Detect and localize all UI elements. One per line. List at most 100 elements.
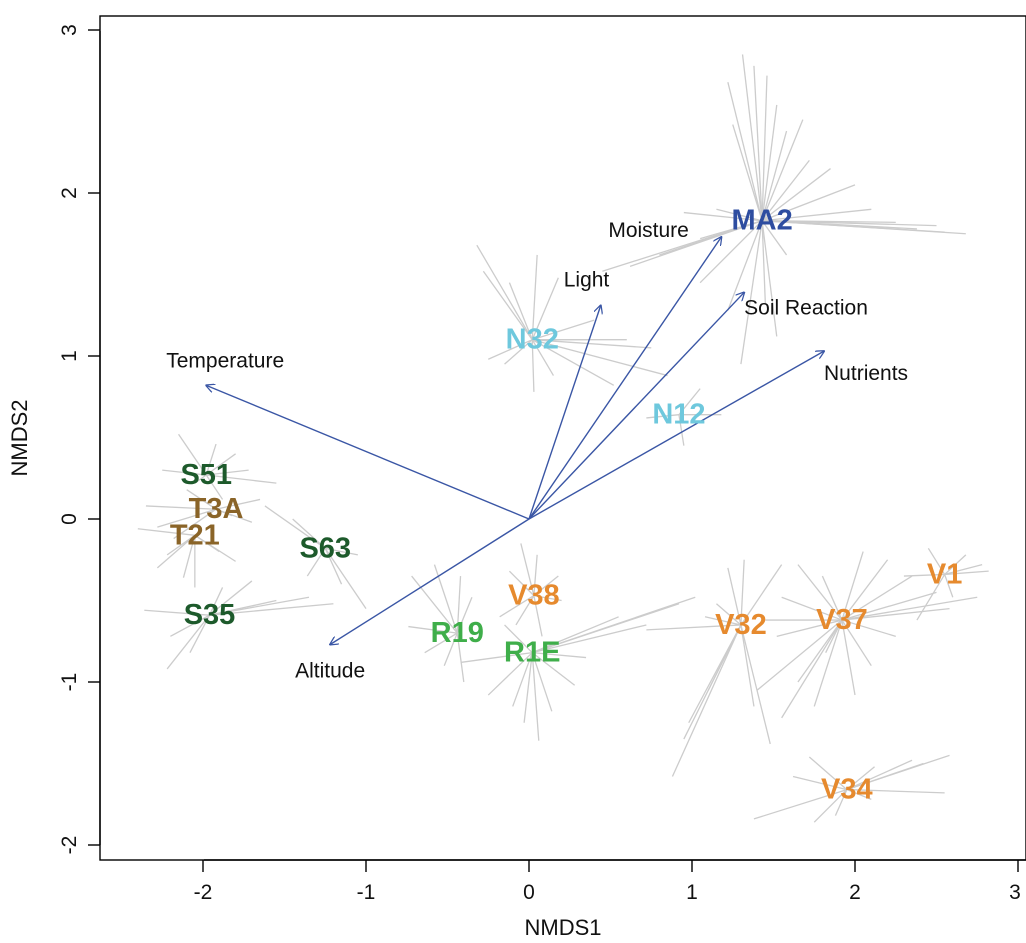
spider-line-s51: [206, 474, 277, 484]
spider-line-v37: [841, 608, 950, 621]
spider-line-s51: [178, 433, 207, 476]
spider-line-v37: [841, 596, 978, 621]
spider-line-n12: [678, 388, 701, 416]
spider-line-v32: [740, 559, 745, 625]
x-tick-label: 0: [523, 881, 535, 904]
vector-arrow-light: [528, 305, 601, 520]
spider-line-t3a: [215, 498, 261, 510]
y-tick-label: 3: [58, 24, 81, 36]
site-label-ma2: MA2: [731, 205, 792, 237]
vector-label-light: Light: [564, 268, 610, 291]
spider-line-v34: [846, 754, 950, 791]
spider-line-s35: [170, 614, 210, 637]
spider-line-s51: [205, 474, 224, 500]
spider-line-ma2: [716, 208, 763, 222]
y-tick-label: -2: [58, 836, 81, 855]
site-label-n32: N32: [506, 324, 559, 356]
spider-line-v37: [841, 619, 872, 667]
spider-line-n32: [532, 339, 668, 377]
vector-arrow-nutrients: [528, 351, 824, 520]
spider-line-t3a: [186, 489, 217, 510]
spider-line-s35: [144, 609, 210, 616]
site-spider-lines: [137, 54, 989, 823]
spider-line-r19: [424, 632, 458, 654]
spider-line-ma2: [762, 220, 937, 227]
spider-line-s35: [209, 603, 334, 616]
spider-line-v32: [646, 624, 741, 631]
spider-line-n32: [504, 339, 533, 365]
vector-arrow-soil-reaction: [528, 292, 744, 520]
vector-label-altitude: Altitude: [295, 660, 365, 683]
spider-line-t21: [194, 534, 220, 553]
spider-line-t21: [166, 534, 196, 556]
x-tick-label: -2: [194, 881, 213, 904]
spider-line-ma2: [761, 75, 768, 221]
spider-line-s63: [292, 518, 326, 549]
x-axis-ticks: -2 -1 0 1 2 3: [194, 860, 1021, 904]
vector-arrow-moisture: [528, 237, 721, 520]
spider-line-v1: [944, 574, 954, 598]
spider-line-v34: [846, 759, 913, 791]
spider-line-ma2: [761, 220, 788, 256]
spider-line-v38: [533, 594, 562, 602]
spider-line-ma2: [727, 82, 763, 221]
plot-frame: [99, 15, 1026, 861]
spider-line-r1e: [487, 652, 533, 696]
spider-line-ma2: [602, 220, 763, 272]
spider-line-r19: [456, 633, 465, 683]
site-label-s35: S35: [184, 599, 236, 631]
spider-line-v1: [903, 573, 945, 577]
spider-line-ma2: [761, 159, 810, 222]
vector-label-soil-reaction: Soil Reaction: [744, 296, 868, 319]
spider-line-r1e: [532, 652, 587, 659]
spider-line-r1e: [523, 652, 533, 723]
spider-line-v32: [740, 624, 771, 745]
spider-line-v37: [797, 564, 843, 621]
spider-line-n32: [532, 339, 652, 349]
spider-line-ma2: [740, 220, 763, 365]
spider-line-v32: [716, 603, 742, 626]
spider-line-s51: [205, 453, 236, 476]
spider-line-v37: [841, 575, 913, 621]
spider-line-r1e: [532, 596, 696, 654]
site-label-s51: S51: [180, 459, 232, 491]
site-label-v32: V32: [715, 609, 767, 641]
spider-line-s51: [162, 469, 207, 476]
spider-line-v37: [825, 619, 843, 653]
spider-line-n32: [487, 339, 533, 360]
site-label-v34: V34: [821, 774, 873, 806]
spider-line-v37: [841, 619, 896, 637]
spider-line-v34: [792, 775, 848, 791]
spider-line-ma2: [699, 220, 763, 240]
spider-line-r1e: [531, 652, 540, 741]
spider-line-v1: [944, 554, 967, 575]
vector-arrow-altitude: [330, 518, 530, 645]
spider-line-ma2: [761, 220, 778, 337]
spider-line-ma2: [761, 220, 766, 304]
spider-line-v37: [841, 551, 864, 621]
spider-line-r1e: [531, 652, 576, 686]
spider-line-ma2: [762, 208, 872, 222]
spider-line-s51: [194, 474, 207, 484]
y-tick-label: 1: [58, 350, 81, 362]
spider-line-n32: [531, 339, 615, 386]
x-tick-label: 2: [849, 881, 861, 904]
spider-line-n32: [531, 277, 559, 340]
spider-line-t21: [182, 535, 196, 578]
spider-line-v34: [808, 756, 848, 791]
site-label-s63: S63: [299, 532, 351, 564]
spider-line-v32: [704, 616, 742, 626]
site-label-v38: V38: [508, 580, 560, 612]
environmental-vectors: [206, 237, 824, 645]
spider-line-r1e: [512, 652, 533, 707]
spider-line-ma2: [761, 104, 778, 221]
y-tick-label: -1: [58, 673, 81, 692]
spider-line-s63: [264, 505, 326, 549]
spider-line-n12: [678, 414, 685, 446]
y-tick-label: 2: [58, 187, 81, 199]
spider-line-r1e: [504, 624, 533, 654]
spider-line-ma2: [699, 220, 763, 284]
spider-line-v32: [727, 567, 742, 626]
site-label-t21: T21: [170, 519, 220, 551]
